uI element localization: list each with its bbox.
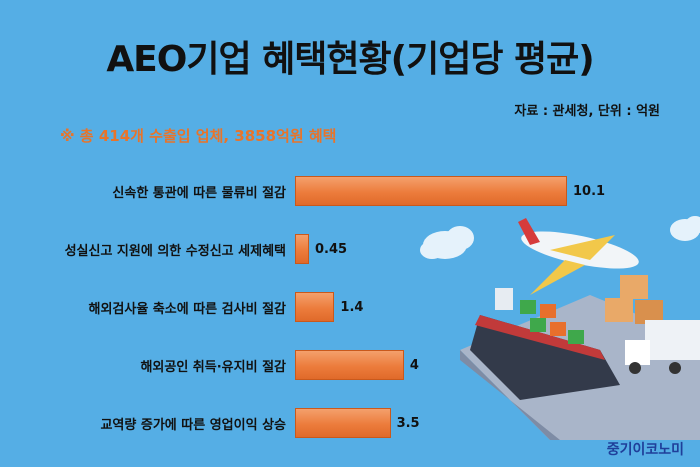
bar <box>295 292 335 322</box>
bar <box>295 408 391 438</box>
brand-logo: 중기이코노미 <box>606 442 684 458</box>
value-label: 4 <box>409 358 419 373</box>
bar <box>295 350 404 380</box>
value-label: 3.5 <box>396 416 420 431</box>
category-label: 성실신고 지원에 의한 수정신고 세제혜택 <box>64 244 286 259</box>
category-label: 해외공인 취득·유지비 절감 <box>140 360 286 375</box>
value-label: 10.1 <box>573 184 606 199</box>
cloud-icon <box>670 216 700 241</box>
category-label: 교역량 증가에 따른 영업이익 상승 <box>100 418 286 433</box>
category-label: 해외검사율 축소에 따른 검사비 절감 <box>88 302 286 317</box>
value-label: 0.45 <box>315 242 348 257</box>
cargo-illustration <box>420 216 700 440</box>
truck-icon <box>625 320 700 374</box>
airplane-icon <box>518 218 639 295</box>
cargo-box-icon <box>605 275 663 324</box>
summary-note: ※ 총 414개 수출입 업체, 3858억원 혜택 <box>60 127 337 145</box>
category-label: 신속한 통관에 따른 물류비 절감 <box>112 186 286 201</box>
cloud-icon <box>420 226 474 259</box>
value-label: 1.4 <box>340 300 364 315</box>
bar <box>295 176 567 206</box>
chart-title: AEO기업 혜택현황(기업당 평균) <box>106 39 594 80</box>
bar <box>295 234 310 264</box>
ship-icon <box>470 288 620 400</box>
source-note: 자료 : 관세청, 단위 : 억원 <box>514 104 660 119</box>
